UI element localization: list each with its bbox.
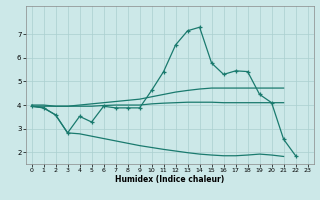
- X-axis label: Humidex (Indice chaleur): Humidex (Indice chaleur): [115, 175, 224, 184]
